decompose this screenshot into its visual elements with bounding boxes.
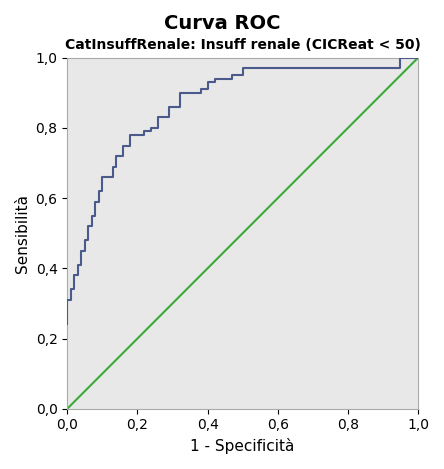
Title: CatInsuffRenale: Insuff renale (CICReat < 50): CatInsuffRenale: Insuff renale (CICReat …: [65, 38, 420, 53]
Y-axis label: Sensibilità: Sensibilità: [15, 194, 30, 273]
Text: Curva ROC: Curva ROC: [164, 14, 280, 33]
X-axis label: 1 - Specificità: 1 - Specificità: [190, 438, 295, 454]
